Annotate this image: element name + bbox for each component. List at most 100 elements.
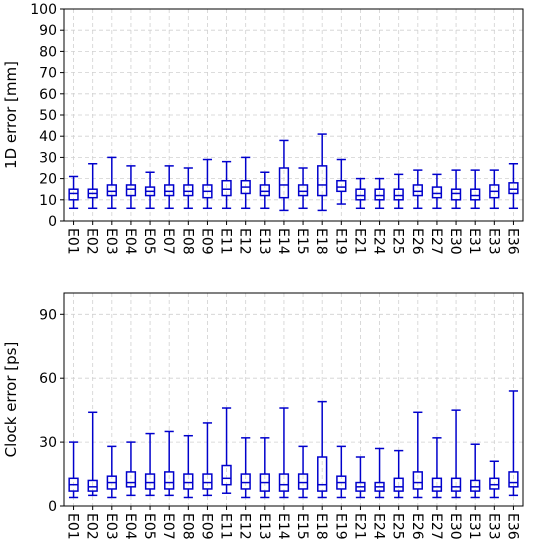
y-tick-label: 50 bbox=[39, 108, 57, 124]
iqr-box bbox=[221, 179, 232, 197]
box-plot-e19 bbox=[336, 445, 347, 499]
box-plot-e15 bbox=[297, 445, 309, 499]
x-tick-label: E07 bbox=[160, 228, 176, 255]
y-tick-label: 0 bbox=[48, 214, 57, 230]
box-plot-e27 bbox=[431, 437, 443, 499]
box-plot-e24 bbox=[374, 177, 385, 210]
x-tick-label: E14 bbox=[275, 513, 291, 540]
iqr-box bbox=[240, 473, 251, 490]
iqr-box bbox=[450, 188, 462, 201]
box-plot-e09 bbox=[202, 158, 213, 210]
iqr-box bbox=[489, 477, 500, 490]
x-tick-label: E02 bbox=[84, 228, 100, 255]
x-tick-label: E05 bbox=[141, 513, 157, 540]
x-tick-label: E27 bbox=[428, 228, 444, 255]
x-tick-label: E11 bbox=[218, 513, 234, 540]
box-plot-e01 bbox=[68, 175, 79, 210]
y-tick-label: 80 bbox=[39, 44, 57, 60]
iqr-box bbox=[259, 184, 270, 197]
box-plot-e25 bbox=[393, 449, 404, 499]
y-tick-label: 90 bbox=[39, 307, 57, 323]
box-plot-e08 bbox=[183, 434, 194, 499]
plot-frame bbox=[63, 8, 524, 222]
x-tick-label: E31 bbox=[466, 228, 482, 255]
iqr-box bbox=[412, 471, 423, 490]
box-plot-e30 bbox=[450, 169, 462, 210]
x-tick-label: E33 bbox=[485, 228, 501, 255]
x-tick-label: E11 bbox=[218, 228, 234, 255]
iqr-box bbox=[125, 184, 137, 197]
y-tick-label: 30 bbox=[39, 150, 57, 166]
box-plot-e02 bbox=[87, 411, 98, 497]
x-tick-label: E24 bbox=[371, 513, 387, 540]
iqr-box bbox=[450, 477, 462, 492]
x-tick-label: E24 bbox=[371, 228, 387, 255]
box-plot-e36 bbox=[508, 163, 519, 210]
iqr-box bbox=[221, 464, 232, 486]
x-tick-label: E18 bbox=[313, 513, 329, 540]
iqr-box bbox=[164, 184, 175, 197]
box-plot-e31 bbox=[470, 443, 481, 499]
box-plot-e09 bbox=[202, 422, 213, 497]
box-plot-e21 bbox=[355, 456, 366, 499]
iqr-box bbox=[412, 184, 423, 197]
iqr-box bbox=[278, 167, 290, 199]
box-plot-e08 bbox=[183, 167, 194, 210]
box-plot-e11 bbox=[221, 160, 232, 210]
box-plot-e13 bbox=[259, 437, 270, 499]
y-axis-label: 1D error [mm] bbox=[2, 61, 20, 169]
iqr-box bbox=[470, 479, 481, 492]
box-plot-e15 bbox=[297, 167, 309, 210]
x-tick-label: E03 bbox=[103, 513, 119, 540]
iqr-box bbox=[508, 471, 519, 488]
box-plot-e01 bbox=[68, 441, 79, 499]
x-tick-label: E21 bbox=[351, 228, 367, 255]
iqr-box bbox=[336, 179, 347, 193]
x-tick-label: E02 bbox=[84, 513, 100, 540]
x-tick-label: E33 bbox=[485, 513, 501, 540]
x-tick-label: E30 bbox=[447, 513, 463, 540]
x-tick-label: E09 bbox=[198, 228, 214, 255]
y-tick-label: 70 bbox=[39, 66, 57, 82]
box-plot-e36 bbox=[508, 390, 519, 497]
iqr-box bbox=[317, 165, 328, 197]
x-tick-label: E19 bbox=[332, 228, 348, 255]
iqr-box bbox=[355, 188, 366, 201]
box-plot-e07 bbox=[164, 430, 175, 497]
box-plot-e05 bbox=[144, 432, 156, 497]
box-plot-e27 bbox=[431, 173, 443, 210]
box-plot-e18 bbox=[317, 133, 328, 212]
x-tick-label: E01 bbox=[65, 513, 81, 540]
y-tick-label: 30 bbox=[39, 435, 57, 451]
x-tick-label: E25 bbox=[390, 513, 406, 540]
box-plot-e19 bbox=[336, 158, 347, 205]
iqr-box bbox=[297, 184, 309, 197]
iqr-box bbox=[183, 184, 194, 197]
x-tick-label: E01 bbox=[65, 228, 81, 255]
y-tick-label: 40 bbox=[39, 129, 57, 145]
x-tick-label: E15 bbox=[294, 228, 310, 255]
iqr-box bbox=[106, 184, 117, 197]
iqr-box bbox=[278, 473, 290, 492]
box-plot-e12 bbox=[240, 437, 251, 499]
x-tick-label: E18 bbox=[313, 228, 329, 255]
x-tick-label: E04 bbox=[122, 513, 138, 540]
box-plot-e21 bbox=[355, 177, 366, 210]
x-tick-label: E26 bbox=[409, 513, 425, 540]
x-tick-label: E36 bbox=[504, 228, 520, 255]
y-tick-label: 100 bbox=[30, 2, 57, 18]
x-tick-label: E21 bbox=[351, 513, 367, 540]
iqr-box bbox=[297, 473, 309, 490]
iqr-box bbox=[393, 477, 404, 492]
box-plot-e03 bbox=[106, 156, 117, 210]
iqr-box bbox=[68, 188, 79, 201]
x-tick-label: E13 bbox=[256, 513, 272, 540]
x-tick-label: E05 bbox=[141, 228, 157, 255]
x-tick-label: E12 bbox=[237, 228, 253, 255]
x-tick-label: E25 bbox=[390, 228, 406, 255]
y-tick-label: 90 bbox=[39, 23, 57, 39]
iqr-box bbox=[164, 471, 175, 490]
iqr-box bbox=[125, 471, 137, 488]
iqr-box bbox=[317, 456, 328, 492]
